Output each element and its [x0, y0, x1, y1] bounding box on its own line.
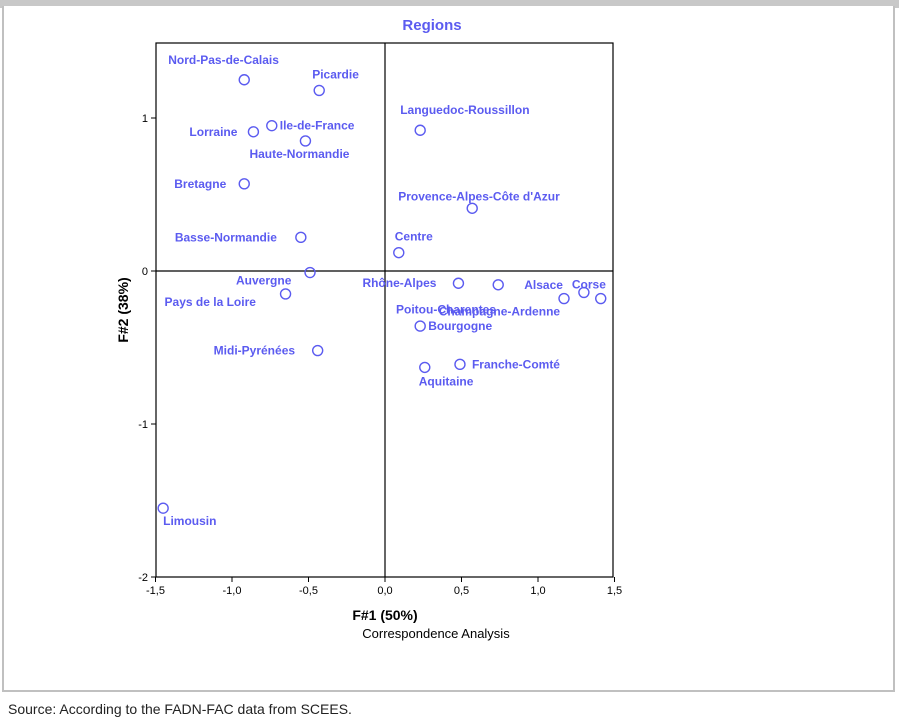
point-label: Aquitaine [419, 374, 474, 388]
point-marker [466, 202, 478, 214]
data-point: Provence-Alpes-Côte d'Azur [398, 189, 560, 214]
data-point: Alsace [492, 278, 563, 292]
y-tick-label: -1 [138, 419, 148, 431]
point-marker [595, 292, 607, 305]
point-marker [266, 119, 278, 132]
data-point: Languedoc-Roussillon [400, 103, 530, 136]
correspondence-analysis-chart: Regions -1,5 -1,0 -0,5 0,0 0,5 1,0 1,5 1 0 -1 -2 N… [115, 17, 622, 641]
point-marker [247, 126, 260, 138]
point-marker [295, 231, 307, 244]
point-label: Limousin [163, 514, 216, 528]
data-point: Bourgogne [414, 319, 493, 333]
point-label: Picardie [312, 67, 359, 81]
point-marker [238, 178, 250, 190]
y-axis-label: F#2 (38%) [115, 277, 131, 342]
x-tick-label: 1,0 [530, 585, 545, 597]
data-point: Rhône-Alpes [362, 276, 465, 290]
data-point: Ile-de-France [266, 119, 355, 133]
data-point: Champagne-Ardenne [439, 292, 607, 319]
point-marker [299, 135, 312, 147]
data-point: Poitou-Charentes [396, 292, 570, 317]
point-label: Auvergne [236, 274, 292, 288]
point-label: Bretagne [174, 177, 226, 191]
x-tick-label: -0,5 [299, 585, 318, 597]
point-label: Franche-Comté [472, 357, 560, 371]
point-label: Ile-de-France [280, 119, 355, 133]
y-tick-label: 0 [142, 266, 148, 278]
point-label: Bourgogne [428, 319, 492, 333]
point-marker [279, 288, 292, 300]
x-tick-label: 0,5 [454, 585, 469, 597]
point-marker [313, 84, 325, 97]
data-point: Basse-Normandie [175, 230, 307, 244]
point-label: Corse [572, 277, 606, 291]
y-tick-label: 1 [142, 113, 148, 125]
point-marker [304, 266, 316, 279]
point-label: Provence-Alpes-Côte d'Azur [398, 189, 560, 203]
data-point: Midi-Pyrénées [214, 344, 324, 358]
point-marker [393, 246, 405, 259]
point-label: Midi-Pyrénées [214, 344, 296, 358]
point-marker [492, 279, 504, 291]
x-tick-label: -1,5 [146, 585, 165, 597]
figure-frame [2, 6, 895, 692]
data-point: Haute-Normandie [249, 135, 350, 161]
source-note: Source: According to the FADN-FAC data f… [8, 701, 352, 717]
point-marker [558, 292, 570, 305]
data-point: Corse [572, 277, 606, 299]
point-label: Basse-Normandie [175, 230, 277, 244]
point-marker [238, 74, 250, 86]
data-point: Centre [393, 230, 433, 259]
data-point: Auvergne [236, 266, 316, 288]
point-label: Lorraine [189, 125, 237, 139]
point-label: Languedoc-Roussillon [400, 103, 529, 117]
x-tick-label: 0,0 [377, 585, 392, 597]
point-label: Haute-Normandie [249, 147, 349, 161]
point-label: Champagne-Ardenne [439, 305, 561, 319]
data-point: Lorraine [189, 125, 260, 139]
top-strip [0, 0, 899, 8]
tick-labels: -1,5 -1,0 -0,5 0,0 0,5 1,0 1,5 1 0 -1 -2 [138, 113, 622, 597]
data-points: Nord-Pas-de-Calais Picardie Ile-de-France L… [157, 53, 607, 528]
point-label: Pays de la Loire [165, 295, 257, 309]
point-marker [157, 502, 169, 514]
data-point: Bretagne [174, 177, 250, 191]
point-marker [414, 320, 426, 332]
chart-title: Regions [402, 17, 461, 34]
x-axis-label: F#1 (50%) [352, 607, 417, 623]
data-point: Aquitaine [419, 361, 474, 388]
y-tick-label: -2 [138, 572, 148, 584]
chart-subtitle: Correspondence Analysis [362, 626, 510, 641]
data-point: Franche-Comté [454, 357, 560, 371]
point-label: Nord-Pas-de-Calais [168, 53, 279, 67]
data-point: Pays de la Loire [165, 288, 292, 309]
data-point: Nord-Pas-de-Calais [168, 53, 279, 86]
point-label: Alsace [524, 278, 563, 292]
x-tick-label: -1,0 [223, 585, 242, 597]
x-tick-label: 1,5 [607, 585, 622, 597]
point-marker [454, 358, 466, 371]
point-label: Rhône-Alpes [362, 276, 436, 290]
point-marker [414, 124, 426, 136]
point-label: Centre [395, 230, 433, 244]
point-label: Poitou-Charentes [396, 303, 496, 317]
point-marker [452, 277, 465, 289]
axes [156, 43, 613, 577]
point-marker [578, 286, 590, 299]
point-marker [419, 361, 431, 374]
data-point: Limousin [157, 502, 216, 528]
point-marker [311, 344, 324, 357]
data-point: Picardie [312, 67, 359, 97]
